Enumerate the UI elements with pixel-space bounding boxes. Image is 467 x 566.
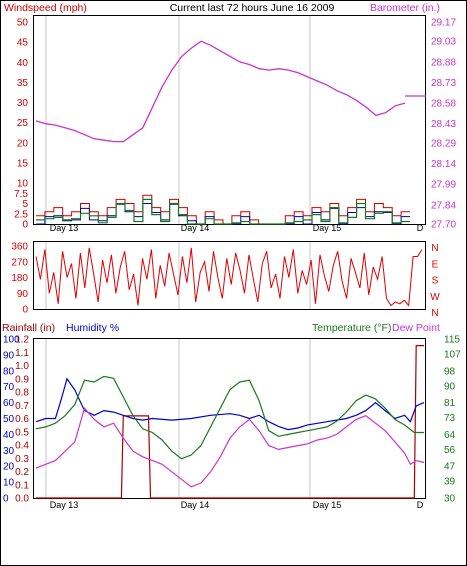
day-tick-label: D [417, 223, 424, 233]
humidity-tick-label: 50 [3, 414, 15, 425]
temperature-tick-label: 81 [444, 398, 456, 409]
humidity-tick-label: 40 [3, 430, 15, 441]
dewpoint-line [35, 406, 425, 488]
compass-label: E [432, 259, 439, 270]
humidity-tick-label: 30 [3, 446, 15, 457]
windspeed-tick-label: 15 [17, 158, 29, 169]
windspeed-tick-label: 20 [17, 138, 29, 149]
rainfall-tick-label: 0.1 [15, 480, 29, 491]
barometer-axis-label: Barometer (in.) [370, 2, 440, 14]
series-lines [35, 40, 426, 499]
windspeed-tick-label: 25 [17, 118, 29, 129]
humidity-tick-label: 100 [3, 335, 20, 346]
barometer-tick-label: 27.84 [431, 200, 456, 211]
barometer-line [35, 40, 406, 143]
rainfall-tick-label: 1.2 [15, 335, 29, 346]
windspeed-tick-label: 45 [17, 38, 29, 49]
windspeed-axis-label: Windspeed (mph) [4, 2, 87, 14]
temperature-tick-label: 107 [444, 349, 461, 360]
rainfall-tick-label: 0.4 [15, 441, 29, 452]
temperature-tick-label: 90 [444, 381, 456, 392]
rainfall-tick-label: 0.9 [15, 374, 29, 385]
temperature-tick-label: 47 [444, 462, 456, 473]
rainfall-axis-label: Rainfall (in) [2, 322, 55, 334]
day-tick-label: D [417, 500, 424, 510]
windspeed-tick-label: 10 [17, 179, 29, 190]
direction-tick-label: 0 [22, 305, 28, 316]
windspeed-tick-label: 50 [17, 18, 29, 29]
grid-lines [45, 16, 311, 498]
temperature-tick-label: 98 [444, 366, 456, 377]
barometer-tick-label: 28.14 [431, 159, 456, 170]
barometer-tick-label: 28.88 [431, 57, 456, 68]
direction-tick-label: 360 [11, 242, 28, 253]
day-tick-label: Day 13 [50, 223, 79, 233]
day-tick-label: Day 13 [50, 500, 79, 510]
day-tick-label: Day 14 [181, 223, 210, 233]
rainfall-tick-label: 0.8 [15, 388, 29, 399]
rainfall-tick-label: 0.2 [15, 467, 29, 478]
compass-label: W [430, 292, 440, 303]
rainfall-tick-label: 0.7 [15, 401, 29, 412]
windspeed-line [36, 194, 410, 225]
humidity-axis-label: Humidity % [66, 322, 119, 334]
rainfall-tick-label: 0.5 [15, 427, 29, 438]
windspeed-tick-label: 30 [17, 98, 29, 109]
compass-label: S [432, 276, 439, 287]
tick-labels: 02.557.510152025303540455027.7027.8427.9… [3, 18, 461, 511]
barometer-tick-label: 29.03 [431, 37, 456, 48]
direction-tick-label: 180 [11, 273, 28, 284]
barometer-tick-label: 27.70 [431, 220, 456, 231]
humidity-tick-label: 80 [3, 366, 15, 377]
rainfall-tick-label: 0.6 [15, 414, 29, 425]
temperature-tick-label: 64 [444, 430, 456, 441]
windspeed-tick-label: 5 [22, 199, 28, 210]
temperature-tick-label: 73 [444, 413, 456, 424]
windspeed-tick-label: 7.5 [14, 189, 28, 200]
windspeed-tick-label: 0 [22, 220, 28, 231]
rainfall-line [36, 345, 424, 499]
wind-gust-line [36, 198, 410, 225]
barometer-tick-label: 29.17 [431, 18, 456, 29]
humidity-tick-label: 70 [3, 382, 15, 393]
windspeed-tick-label: 35 [17, 78, 29, 89]
humidity-tick-label: 20 [3, 462, 15, 473]
barometer-tick-label: 28.43 [431, 119, 456, 130]
day-tick-label: Day 15 [313, 223, 342, 233]
temperature-line [35, 375, 424, 460]
rainfall-tick-label: 0.0 [15, 494, 29, 505]
rainfall-tick-label: 1.0 [15, 361, 29, 372]
chart-title: Current last 72 hours June 16 2009 [170, 2, 335, 14]
wind-direction-line [35, 247, 423, 307]
day-tick-label: Day 14 [181, 500, 210, 510]
barometer-tick-label: 28.58 [431, 99, 456, 110]
compass-label: N [431, 243, 438, 254]
dewpoint-axis-label: Dew Point [392, 322, 440, 334]
direction-panel-frame [33, 241, 426, 310]
rainfall-tick-label: 1.1 [15, 348, 29, 359]
temperature-axis-label: Temperature (°F) [312, 322, 391, 334]
windspeed-tick-label: 40 [17, 58, 29, 69]
temperature-tick-label: 115 [444, 335, 460, 346]
humidity-tick-label: 10 [3, 478, 15, 489]
humidity-tick-label: 90 [3, 350, 15, 361]
rainfall-tick-label: 0.3 [15, 454, 29, 465]
wind-average-line [36, 203, 410, 225]
day-tick-label: Day 15 [313, 500, 342, 510]
barometer-tick-label: 27.99 [431, 180, 456, 191]
humidity-tick-label: 60 [3, 398, 15, 409]
humidity-tick-label: 0 [3, 494, 9, 505]
temperature-tick-label: 56 [444, 445, 456, 456]
barometer-tick-label: 28.73 [431, 78, 456, 89]
compass-label: N [431, 308, 438, 319]
temperature-tick-label: 39 [444, 477, 456, 488]
direction-tick-label: 90 [17, 289, 29, 300]
barometer-tick-label: 28.29 [431, 138, 456, 149]
temperature-tick-label: 30 [444, 494, 456, 505]
windspeed-tick-label: 2.5 [14, 209, 28, 220]
direction-tick-label: 270 [11, 257, 28, 268]
